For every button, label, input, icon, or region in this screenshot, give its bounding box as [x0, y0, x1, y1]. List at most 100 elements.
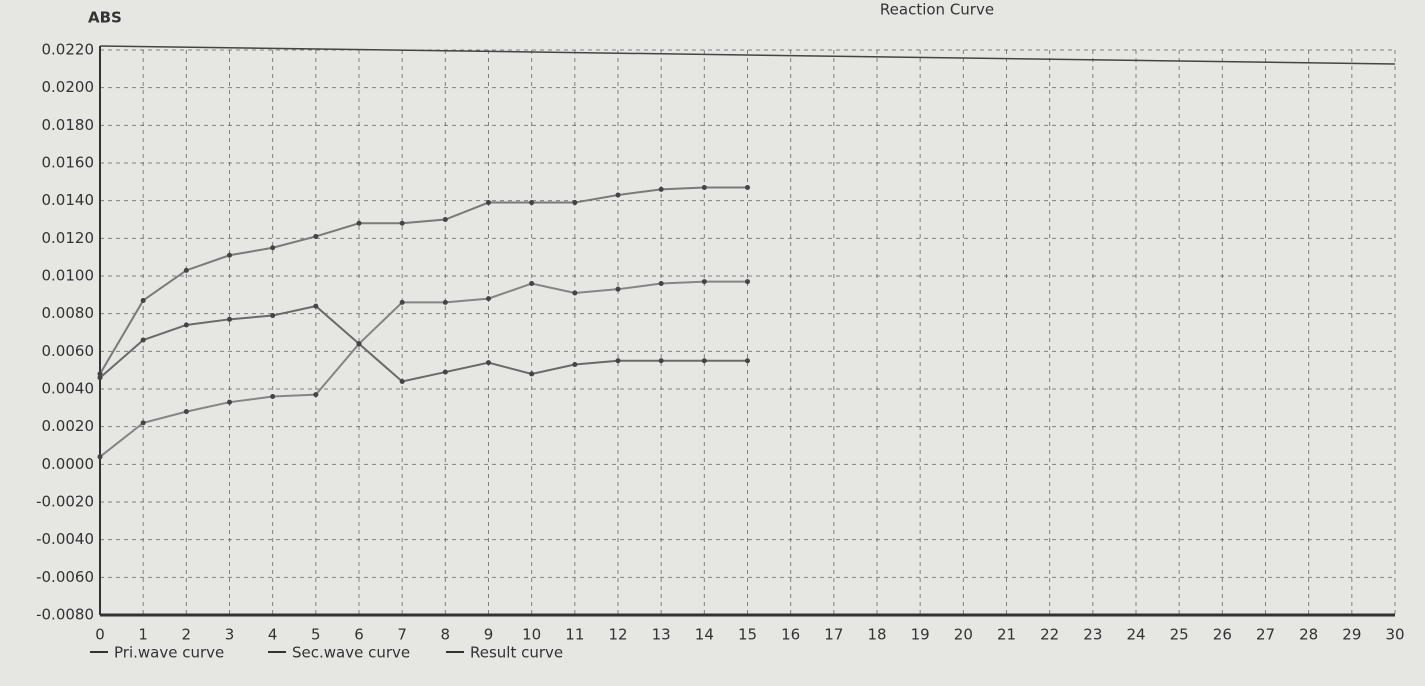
y-tick-label: -0.0060 — [36, 568, 94, 586]
data-point — [227, 252, 232, 258]
x-tick-label: 2 — [182, 626, 192, 644]
x-tick-label: 5 — [311, 626, 321, 644]
x-tick-label: 13 — [652, 626, 671, 644]
x-tick-label: 0 — [95, 626, 105, 644]
x-tick-label: 17 — [824, 626, 843, 644]
data-point — [399, 299, 405, 305]
x-tick-label: 4 — [268, 626, 278, 644]
chart-title: Reaction Curve — [880, 1, 994, 19]
x-tick-label: 26 — [1213, 626, 1232, 644]
x-tick-label: 16 — [781, 626, 800, 644]
data-point — [615, 192, 621, 198]
data-point — [529, 281, 535, 287]
y-tick-label: 0.0020 — [42, 417, 95, 435]
data-point — [399, 378, 405, 384]
data-point — [97, 371, 103, 377]
top-border — [99, 45, 1396, 65]
legend-label: Sec.wave curve — [292, 644, 410, 662]
data-point — [572, 290, 578, 296]
x-tick-label: 14 — [695, 626, 714, 644]
data-point — [399, 220, 405, 226]
data-point — [183, 267, 189, 273]
y-tick-label: 0.0000 — [42, 455, 95, 473]
data-point — [140, 297, 146, 303]
data-point — [529, 371, 535, 377]
data-point — [745, 358, 750, 364]
x-tick-label: 1 — [138, 626, 148, 644]
data-point — [486, 200, 491, 206]
data-point — [658, 281, 664, 287]
x-tick-label: 18 — [867, 626, 886, 644]
data-point — [270, 313, 276, 319]
data-point — [356, 341, 362, 347]
y-tick-label: 0.0120 — [42, 229, 95, 247]
x-tick-label: 15 — [738, 626, 757, 644]
x-tick-label: 11 — [565, 626, 584, 644]
data-point — [701, 358, 707, 364]
data-point — [183, 409, 189, 415]
data-point — [701, 184, 707, 190]
data-point — [615, 286, 621, 292]
series-line — [99, 305, 748, 383]
data-point — [572, 362, 578, 368]
data-point — [745, 184, 750, 190]
x-tick-label: 8 — [441, 626, 451, 644]
data-point — [270, 245, 276, 251]
data-point — [356, 220, 362, 226]
data-point — [313, 303, 319, 309]
x-tick-label: 23 — [1083, 626, 1102, 644]
data-point — [615, 358, 621, 364]
data-point — [97, 375, 103, 381]
x-tick-label: 25 — [1170, 626, 1189, 644]
x-tick-label: 10 — [522, 626, 541, 644]
data-point — [658, 358, 664, 364]
data-point — [140, 420, 146, 426]
x-tick-label: 9 — [484, 626, 494, 644]
legend-label: Result curve — [470, 644, 563, 662]
data-point — [313, 233, 319, 239]
series-line — [99, 280, 748, 458]
data-point — [270, 394, 276, 400]
y-tick-label: -0.0020 — [36, 493, 94, 511]
y-tick-label: 0.0100 — [42, 267, 95, 285]
data-point — [701, 279, 707, 285]
x-tick-label: 19 — [911, 626, 930, 644]
legend-label: Pri.wave curve — [114, 644, 224, 662]
x-tick-label: 22 — [1040, 626, 1059, 644]
data-point — [140, 337, 146, 343]
data-point — [313, 392, 319, 398]
y-tick-label: 0.0220 — [42, 41, 95, 59]
y-tick-label: 0.0180 — [42, 116, 95, 134]
x-tick-label: 28 — [1299, 626, 1318, 644]
x-tick-label: 20 — [954, 626, 973, 644]
x-tick-label: 30 — [1385, 626, 1404, 644]
x-tick-label: 29 — [1342, 626, 1361, 644]
y-tick-label: 0.0080 — [42, 304, 95, 322]
data-point — [227, 399, 232, 405]
y-tick-label: 0.0040 — [42, 380, 95, 398]
series-line — [99, 186, 748, 375]
x-tick-label: 21 — [997, 626, 1016, 644]
y-tick-label: -0.0080 — [36, 606, 94, 624]
data-point — [572, 200, 578, 206]
y-tick-label: -0.0040 — [36, 530, 94, 548]
x-tick-label: 24 — [1126, 626, 1145, 644]
data-point — [227, 316, 232, 322]
data-point — [486, 360, 491, 366]
x-tick-label: 27 — [1256, 626, 1275, 644]
data-point — [486, 296, 491, 302]
data-point — [745, 279, 750, 285]
y-tick-label: 0.0060 — [42, 342, 95, 360]
data-point — [183, 322, 189, 328]
x-tick-label: 7 — [397, 626, 407, 644]
x-tick-label: 6 — [354, 626, 364, 644]
x-tick-label: 12 — [608, 626, 627, 644]
y-tick-label: 0.0200 — [42, 78, 95, 96]
data-point — [97, 454, 103, 460]
data-point — [442, 369, 448, 375]
data-point — [658, 186, 664, 192]
data-point — [442, 299, 448, 305]
data-point — [442, 217, 448, 222]
y-tick-label: 0.0160 — [42, 154, 95, 172]
